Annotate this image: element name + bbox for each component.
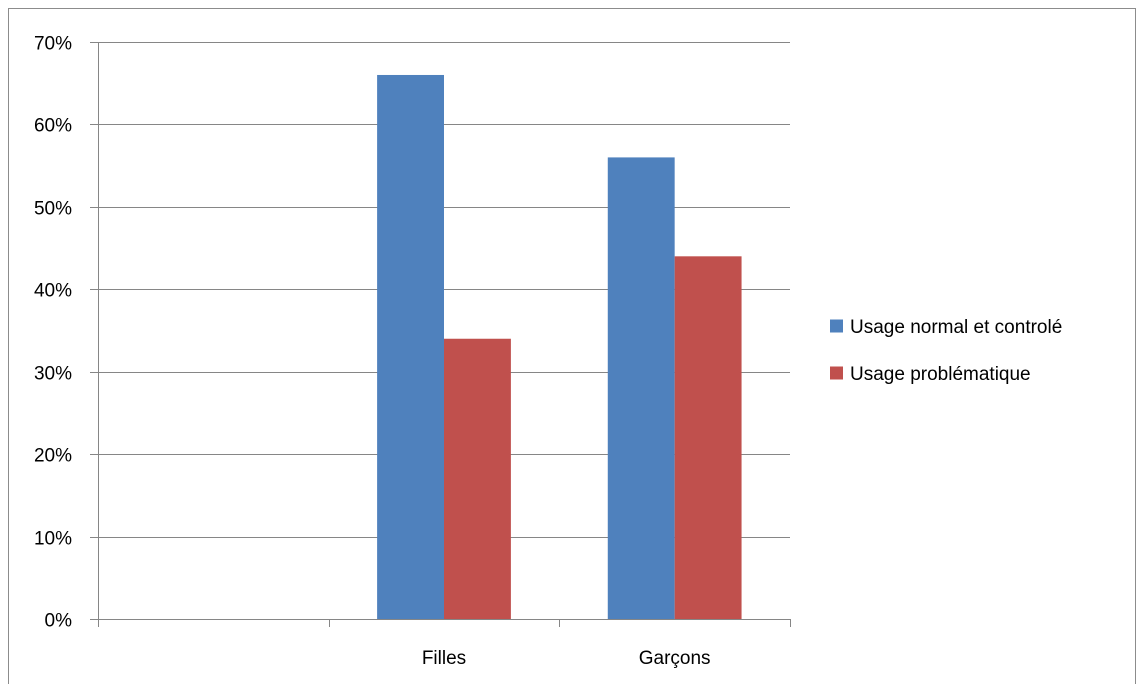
- y-tick-label: 60%: [34, 116, 72, 137]
- y-tick-label: 0%: [45, 611, 73, 632]
- legend-label: Usage problématique: [850, 364, 1031, 385]
- legend-label: Usage normal et controlé: [850, 317, 1062, 338]
- x-tick-labels: Filles Garçons: [422, 648, 711, 669]
- y-tick-label: 70%: [34, 34, 72, 55]
- legend-swatch: [830, 366, 843, 380]
- bars: [377, 74, 742, 619]
- bar: [377, 74, 444, 619]
- axes: [90, 42, 791, 627]
- x-tick-label: Garçons: [639, 648, 711, 669]
- y-tick-label: 20%: [34, 446, 72, 467]
- legend: Usage normal et controlé Usage problémati…: [830, 317, 1062, 385]
- y-tick-label: 50%: [34, 199, 72, 220]
- chart-frame: [8, 8, 1136, 684]
- legend-swatch: [830, 319, 843, 333]
- bar: [607, 157, 675, 619]
- y-tick-label: 30%: [34, 364, 72, 385]
- x-tick-label: Filles: [422, 648, 466, 669]
- bar: [444, 338, 511, 619]
- y-tick-label: 10%: [34, 529, 72, 550]
- y-tick-label: 40%: [34, 281, 72, 302]
- y-tick-labels: 0% 10% 20% 30% 40% 50% 60% 70%: [34, 34, 72, 632]
- bar: [674, 256, 742, 619]
